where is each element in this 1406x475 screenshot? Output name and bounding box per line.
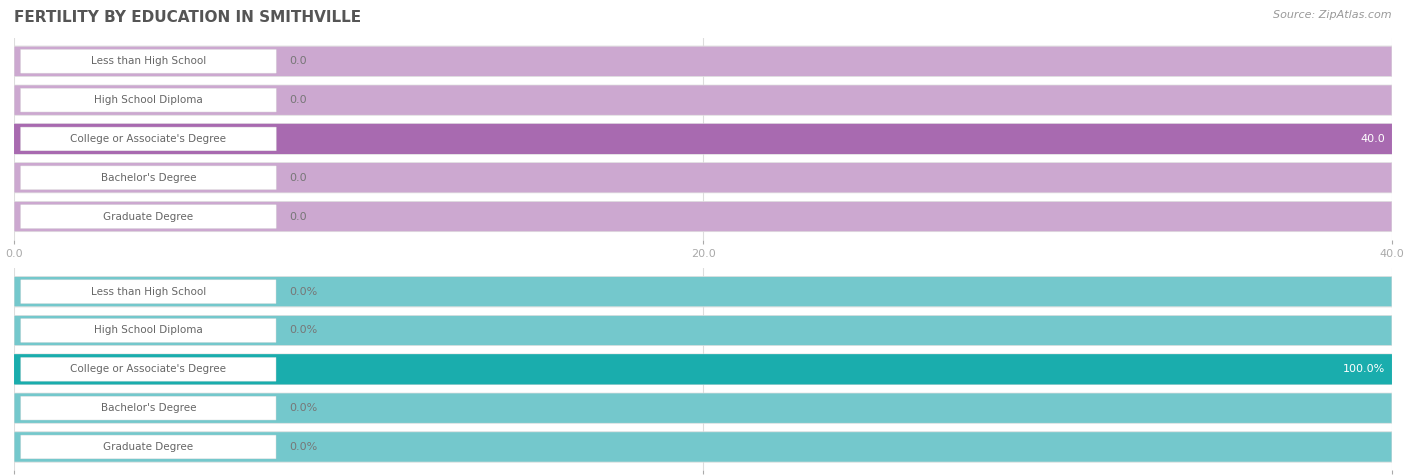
FancyBboxPatch shape — [21, 166, 276, 190]
Bar — [0, 123, 1406, 155]
Text: High School Diploma: High School Diploma — [94, 95, 202, 105]
FancyBboxPatch shape — [21, 127, 276, 151]
Text: Bachelor's Degree: Bachelor's Degree — [101, 173, 197, 183]
Bar — [0, 162, 1406, 194]
FancyBboxPatch shape — [14, 393, 1392, 423]
FancyBboxPatch shape — [14, 124, 1392, 154]
Bar — [0, 84, 1406, 116]
FancyBboxPatch shape — [14, 354, 1392, 384]
Text: College or Associate's Degree: College or Associate's Degree — [70, 134, 226, 144]
FancyBboxPatch shape — [21, 435, 276, 459]
FancyBboxPatch shape — [14, 276, 1392, 307]
Bar — [0, 314, 1406, 346]
Text: Less than High School: Less than High School — [91, 57, 207, 66]
Text: College or Associate's Degree: College or Associate's Degree — [70, 364, 226, 374]
Text: Source: ZipAtlas.com: Source: ZipAtlas.com — [1274, 10, 1392, 19]
Text: Bachelor's Degree: Bachelor's Degree — [101, 403, 197, 413]
FancyBboxPatch shape — [14, 162, 1392, 193]
Text: 0.0: 0.0 — [290, 173, 308, 183]
FancyBboxPatch shape — [21, 319, 276, 342]
FancyBboxPatch shape — [21, 49, 276, 73]
FancyBboxPatch shape — [21, 396, 276, 420]
FancyBboxPatch shape — [14, 124, 1392, 154]
FancyBboxPatch shape — [21, 358, 276, 381]
Text: 100.0%: 100.0% — [1343, 364, 1385, 374]
Bar — [0, 353, 1406, 385]
Text: FERTILITY BY EDUCATION IN SMITHVILLE: FERTILITY BY EDUCATION IN SMITHVILLE — [14, 10, 361, 25]
FancyBboxPatch shape — [21, 280, 276, 304]
Bar — [0, 200, 1406, 232]
Text: 0.0%: 0.0% — [290, 287, 318, 297]
Text: 0.0: 0.0 — [290, 211, 308, 221]
FancyBboxPatch shape — [14, 46, 1392, 76]
FancyBboxPatch shape — [14, 201, 1392, 232]
Bar — [0, 276, 1406, 308]
Bar — [0, 46, 1406, 77]
Text: Graduate Degree: Graduate Degree — [103, 442, 194, 452]
Bar — [0, 392, 1406, 424]
Text: Less than High School: Less than High School — [91, 287, 207, 297]
Bar — [0, 431, 1406, 463]
FancyBboxPatch shape — [14, 432, 1392, 462]
FancyBboxPatch shape — [21, 88, 276, 112]
FancyBboxPatch shape — [14, 354, 1392, 384]
Text: 0.0%: 0.0% — [290, 442, 318, 452]
Text: High School Diploma: High School Diploma — [94, 325, 202, 335]
FancyBboxPatch shape — [14, 315, 1392, 346]
FancyBboxPatch shape — [21, 205, 276, 228]
Text: 0.0%: 0.0% — [290, 403, 318, 413]
FancyBboxPatch shape — [14, 85, 1392, 115]
Text: 40.0: 40.0 — [1360, 134, 1385, 144]
Text: 0.0: 0.0 — [290, 57, 308, 66]
Text: 0.0: 0.0 — [290, 95, 308, 105]
Text: Graduate Degree: Graduate Degree — [103, 211, 194, 221]
Text: 0.0%: 0.0% — [290, 325, 318, 335]
